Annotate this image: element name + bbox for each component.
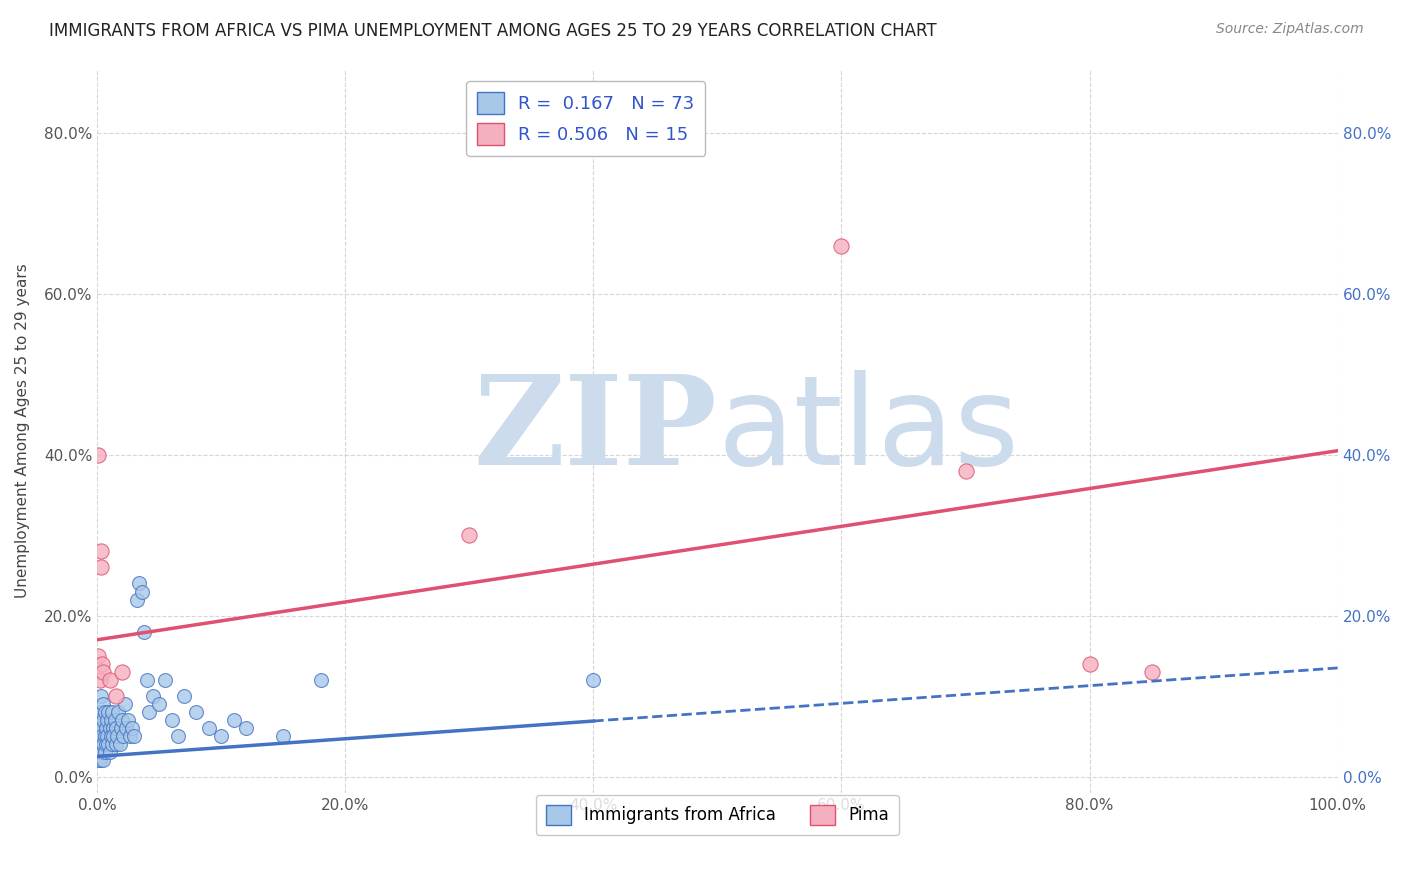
Point xyxy=(91,721,114,735)
Point xyxy=(89,713,111,727)
Point xyxy=(167,729,190,743)
Point xyxy=(112,729,135,743)
Point xyxy=(104,738,127,752)
Point xyxy=(131,584,153,599)
Point xyxy=(108,738,131,752)
Point xyxy=(135,673,157,687)
Point xyxy=(103,729,125,743)
Point xyxy=(160,713,183,727)
Text: IMMIGRANTS FROM AFRICA VS PIMA UNEMPLOYMENT AMONG AGES 25 TO 29 YEARS CORRELATIO: IMMIGRANTS FROM AFRICA VS PIMA UNEMPLOYM… xyxy=(49,22,936,40)
Point xyxy=(138,705,160,719)
Point xyxy=(87,448,110,462)
Point xyxy=(91,746,114,760)
Point xyxy=(93,697,115,711)
Point xyxy=(582,673,605,687)
Point xyxy=(100,729,122,743)
Point xyxy=(155,673,177,687)
Point xyxy=(830,238,852,252)
Point xyxy=(89,673,111,687)
Point xyxy=(93,738,115,752)
Point xyxy=(90,544,112,558)
Text: ZIP: ZIP xyxy=(474,370,717,491)
Point xyxy=(121,721,143,735)
Point xyxy=(97,705,120,719)
Point xyxy=(110,721,132,735)
Text: Source: ZipAtlas.com: Source: ZipAtlas.com xyxy=(1216,22,1364,37)
Point xyxy=(87,721,110,735)
Point xyxy=(87,713,110,727)
Point xyxy=(111,665,134,679)
Point xyxy=(89,738,111,752)
Point xyxy=(98,673,121,687)
Point xyxy=(98,746,121,760)
Point xyxy=(87,754,110,768)
Point xyxy=(96,729,118,743)
Point xyxy=(105,729,128,743)
Point xyxy=(271,729,294,743)
Point xyxy=(90,560,112,574)
Point xyxy=(198,721,221,735)
Point xyxy=(90,746,112,760)
Point xyxy=(91,729,114,743)
Point xyxy=(93,705,115,719)
Point xyxy=(90,738,112,752)
Point xyxy=(209,729,232,743)
Point xyxy=(148,697,170,711)
Point xyxy=(309,673,332,687)
Point xyxy=(89,721,111,735)
Point xyxy=(93,754,115,768)
Point xyxy=(222,713,245,727)
Point xyxy=(118,729,141,743)
Point xyxy=(89,754,111,768)
Point xyxy=(114,697,136,711)
Text: atlas: atlas xyxy=(717,370,1019,491)
Point xyxy=(173,689,195,703)
Point xyxy=(93,713,115,727)
Point xyxy=(87,738,110,752)
Point xyxy=(93,665,115,679)
Point xyxy=(111,713,134,727)
Point xyxy=(117,713,139,727)
Y-axis label: Unemployment Among Ages 25 to 29 years: Unemployment Among Ages 25 to 29 years xyxy=(15,263,30,598)
Point xyxy=(87,746,110,760)
Point xyxy=(90,689,112,703)
Point xyxy=(87,648,110,663)
Point xyxy=(93,729,115,743)
Point xyxy=(98,721,121,735)
Point xyxy=(186,705,208,719)
Point xyxy=(458,528,481,542)
Point xyxy=(104,689,127,703)
Point xyxy=(100,713,122,727)
Point xyxy=(101,738,124,752)
Point xyxy=(103,721,125,735)
Point xyxy=(96,713,118,727)
Point xyxy=(134,624,156,639)
Point xyxy=(125,592,148,607)
Point xyxy=(955,464,977,478)
Point xyxy=(93,746,115,760)
Point xyxy=(1140,665,1163,679)
Point xyxy=(235,721,257,735)
Point xyxy=(94,738,117,752)
Point xyxy=(101,705,124,719)
Point xyxy=(104,713,127,727)
Point xyxy=(90,705,112,719)
Point xyxy=(94,721,117,735)
Legend: Immigrants from Africa, Pima: Immigrants from Africa, Pima xyxy=(536,795,898,835)
Point xyxy=(114,721,136,735)
Point xyxy=(104,721,127,735)
Point xyxy=(128,576,150,591)
Point xyxy=(107,705,129,719)
Point xyxy=(1078,657,1101,671)
Point xyxy=(97,738,120,752)
Point xyxy=(124,729,146,743)
Point xyxy=(90,729,112,743)
Point xyxy=(142,689,165,703)
Point xyxy=(91,657,114,671)
